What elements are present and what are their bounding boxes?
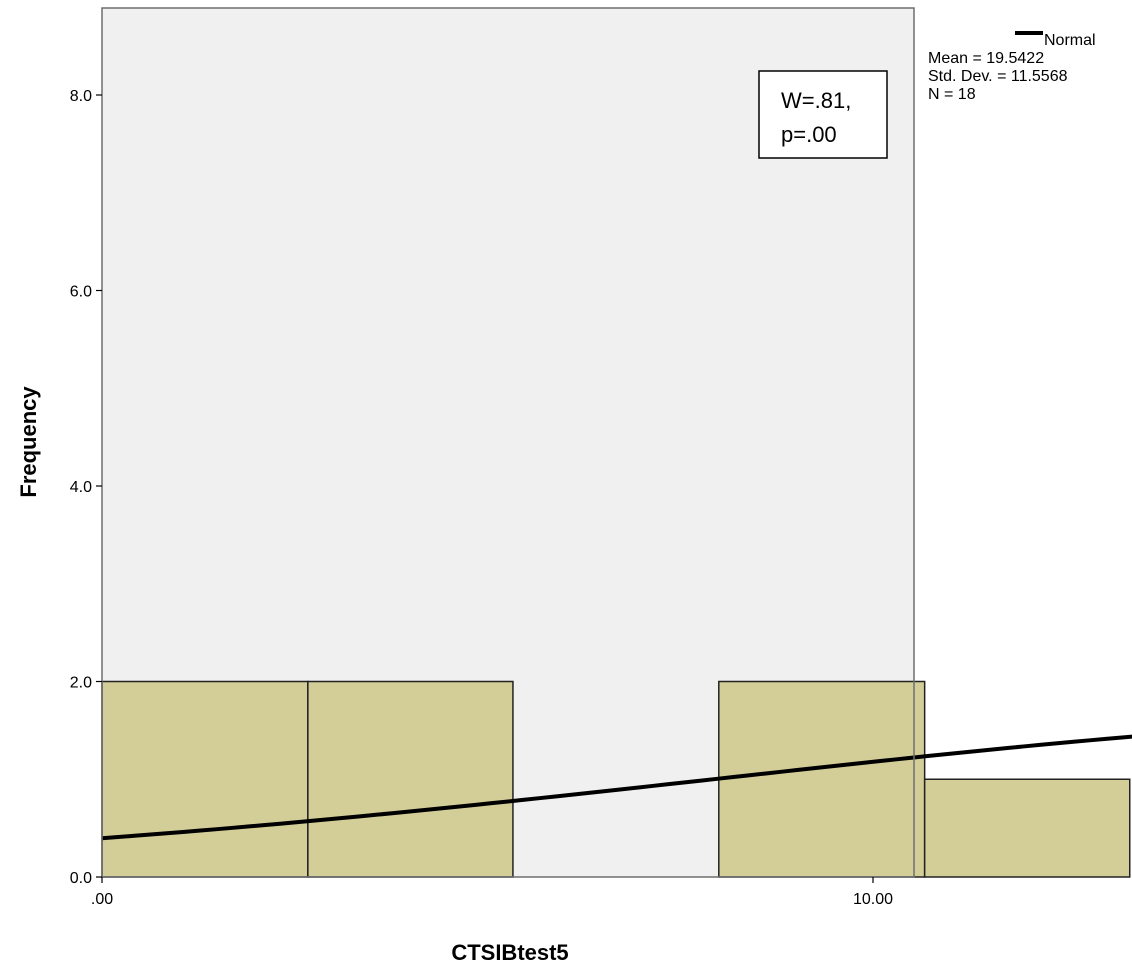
legend-std-dev: Std. Dev. = 11.5568 [928,68,1068,85]
legend-mean: Mean = 19.5422 [928,50,1044,67]
annotation-box: W=.81, p=.00 [758,70,888,159]
y-tick-label-1: 2.0 [70,675,92,692]
legend-series-name: Normal [1044,32,1096,49]
histogram-bar-3 [718,680,926,878]
y-axis: 0.0 2.0 4.0 6.0 8.0 [70,88,102,887]
y-tick-label-4: 8.0 [70,88,92,105]
y-tick-label-3: 6.0 [70,284,92,301]
histogram-bars [101,680,1131,878]
histogram-bar-1 [101,680,309,878]
y-axis-title: Frequency [16,386,41,498]
normal-curve-line [101,734,1132,841]
annotation-line-2: p=.00 [781,122,837,147]
histogram-bar-2 [307,680,514,878]
legend-n: N = 18 [928,86,976,103]
x-tick-label-0: .00 [91,891,113,908]
annotation-frame [758,70,888,159]
plot-frame [101,7,915,878]
y-tick-label-0: 0.0 [70,870,92,887]
x-tick-label-1: 10.00 [853,891,893,908]
histogram-bar-4 [923,778,1131,878]
legend: Normal Mean = 19.5422 Std. Dev. = 11.556… [928,31,1096,103]
y-tick-label-2: 4.0 [70,479,92,496]
x-axis-title: CTSIBtest5 [451,940,568,965]
annotation-line-1: W=.81, [781,88,851,113]
